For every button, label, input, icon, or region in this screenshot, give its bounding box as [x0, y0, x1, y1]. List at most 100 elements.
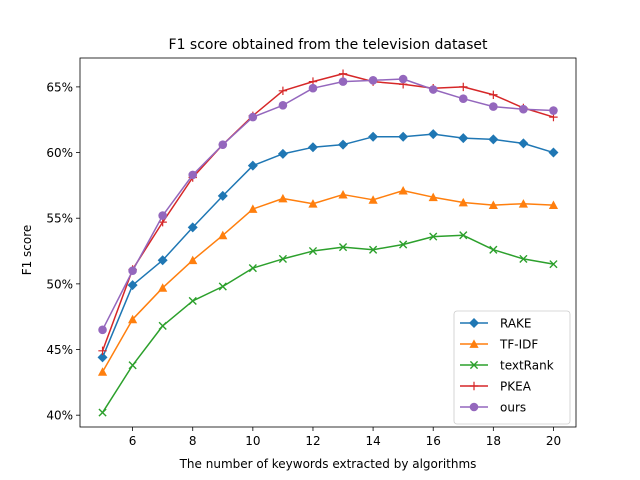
- data-point-textrank: [399, 240, 408, 249]
- legend-swatch-marker: [469, 339, 479, 348]
- data-point-rake: [488, 134, 499, 145]
- data-point-ours: [489, 102, 498, 111]
- data-point-rake: [548, 147, 559, 158]
- legend-item-textrank: textRank: [460, 359, 554, 373]
- data-point-rake: [518, 138, 529, 149]
- data-point-ours: [308, 83, 318, 93]
- series-textrank: [98, 231, 558, 417]
- data-point-textrank: [308, 246, 318, 256]
- x-tick-label: 14: [365, 434, 380, 448]
- data-point-textrank: [158, 321, 167, 330]
- y-tick-label: 50%: [46, 277, 73, 291]
- series-tf-idf: [97, 186, 559, 376]
- data-point-ours: [158, 211, 167, 220]
- series-line-tf-idf: [101, 189, 554, 373]
- data-point-textrank: [218, 282, 227, 291]
- y-tick-label: 45%: [46, 343, 73, 357]
- legend-label: RAKE: [500, 317, 532, 331]
- data-point-rake: [157, 255, 168, 266]
- data-point-tf-idf: [97, 367, 108, 376]
- data-point-textrank: [429, 232, 438, 241]
- data-point-tf-idf: [188, 255, 198, 265]
- data-point-pkea: [489, 90, 498, 99]
- data-point-tf-idf: [428, 192, 438, 202]
- y-tick-label: 40%: [46, 409, 73, 423]
- legend-item-pkea: PKEA: [460, 380, 532, 394]
- data-point-textrank: [278, 254, 288, 264]
- data-point-pkea: [459, 82, 468, 92]
- data-point-rake: [217, 190, 228, 201]
- data-point-rake: [97, 352, 108, 363]
- plot-frame: [79, 57, 577, 428]
- data-point-tf-idf: [368, 195, 378, 204]
- data-point-ours: [519, 104, 528, 114]
- data-point-tf-idf: [308, 199, 318, 208]
- series-line-pkea: [101, 73, 554, 352]
- x-tick-label: 10: [245, 434, 260, 448]
- y-tick-label: 65%: [46, 80, 73, 94]
- legend-label: TF-IDF: [499, 338, 538, 352]
- data-point-textrank: [248, 264, 257, 273]
- data-point-tf-idf: [278, 193, 288, 203]
- data-point-textrank: [519, 254, 528, 264]
- data-point-textrank: [549, 260, 558, 269]
- y-tick-label: 55%: [46, 212, 73, 226]
- data-point-ours: [128, 266, 137, 276]
- data-point-textrank: [338, 243, 348, 252]
- series-ours: [98, 74, 558, 335]
- data-point-rake: [247, 160, 258, 171]
- data-point-rake: [187, 222, 198, 233]
- data-point-ours: [428, 85, 438, 94]
- data-point-rake: [338, 139, 349, 150]
- data-point-ours: [278, 100, 288, 110]
- data-point-rake: [368, 131, 379, 142]
- data-point-pkea: [98, 346, 107, 356]
- data-point-ours: [458, 94, 468, 104]
- chart-title: F1 score obtained from the television da…: [169, 37, 488, 53]
- data-point-rake: [458, 133, 469, 144]
- legend-label: PKEA: [500, 380, 532, 394]
- data-point-ours: [338, 77, 348, 86]
- data-point-textrank: [98, 408, 107, 417]
- data-point-textrank: [128, 361, 137, 370]
- data-point-textrank: [459, 231, 468, 240]
- data-point-rake: [307, 142, 318, 153]
- data-point-tf-idf: [488, 200, 498, 209]
- data-point-ours: [98, 325, 107, 335]
- legend-swatch-marker: [469, 381, 479, 391]
- data-point-ours: [218, 140, 228, 149]
- data-point-ours: [398, 74, 408, 84]
- series-line-rake: [101, 133, 554, 358]
- legend-swatch-marker: [469, 402, 479, 412]
- x-tick-label: 18: [486, 434, 501, 448]
- x-tick-label: 6: [129, 434, 137, 448]
- data-point-ours: [549, 106, 558, 115]
- axes-layer: 6 8 10 12 14 16 18 20 40% 45% 50% 55% 60% 65%: [46, 57, 577, 448]
- y-tick-label: 60%: [46, 146, 73, 160]
- data-point-pkea: [278, 86, 288, 96]
- data-point-ours: [188, 170, 198, 180]
- data-point-tf-idf: [518, 199, 528, 208]
- data-point-ours: [248, 112, 258, 122]
- legend-item-tf-idf: TF-IDF: [460, 338, 538, 352]
- legend: RAKE TF-IDF textRank PKEA ours: [453, 310, 571, 425]
- x-tick-label: 12: [305, 434, 320, 448]
- data-point-pkea: [338, 69, 348, 78]
- x-tick-label: 16: [426, 434, 441, 448]
- series-line-textrank: [101, 234, 554, 413]
- series-rake: [97, 129, 559, 363]
- legend-swatch-marker: [469, 318, 479, 328]
- x-axis-label: The number of keywords extracted by algo…: [179, 457, 477, 471]
- data-point-textrank: [368, 245, 378, 254]
- legend-label: textRank: [500, 359, 554, 373]
- x-tick-label: 8: [189, 434, 197, 448]
- data-point-tf-idf: [548, 200, 559, 209]
- legend-item-ours: ours: [460, 401, 526, 415]
- data-point-rake: [127, 280, 138, 291]
- data-point-tf-idf: [128, 314, 138, 324]
- y-axis-label: F1 score: [20, 225, 34, 276]
- data-point-textrank: [188, 296, 197, 306]
- x-tick-label: 20: [546, 434, 561, 448]
- data-point-tf-idf: [248, 204, 258, 213]
